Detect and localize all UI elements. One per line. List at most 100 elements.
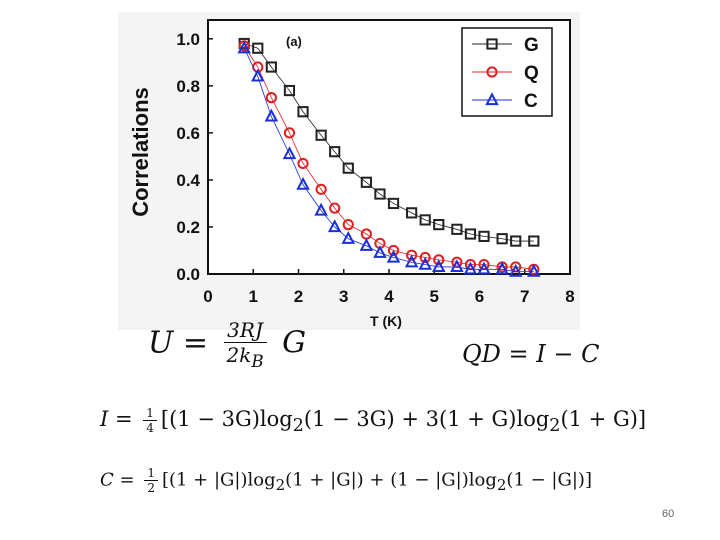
series-line-G — [244, 43, 534, 242]
data-point-C — [296, 176, 310, 190]
correlations-chart: 0.0 0.2 0.4 0.6 0.8 1.0 0 1 2 3 4 5 6 7 8 T (K) Correlat… — [118, 12, 580, 330]
equation-i-fraction: 1 4 — [143, 406, 157, 435]
data-point-C — [418, 256, 432, 270]
y-axis-label: Correlations — [128, 87, 153, 217]
data-point-Q — [406, 249, 418, 261]
data-point-G — [510, 235, 522, 247]
y-tick-label: 0.4 — [176, 171, 200, 190]
data-point-C — [341, 230, 356, 244]
data-point-Q — [283, 127, 296, 139]
data-point-Q — [342, 219, 354, 231]
data-point-C — [495, 261, 509, 275]
x-tick-label: 2 — [294, 287, 303, 306]
data-point-C — [264, 108, 279, 122]
y-tick-label: 0.2 — [176, 218, 200, 237]
equation-u-fraction: 3RJ 2kB — [223, 318, 267, 371]
data-point-G — [406, 207, 418, 219]
data-point-C — [373, 245, 387, 258]
data-point-G — [451, 223, 463, 235]
equation-i-body: [(1 − 3G)log — [160, 407, 293, 431]
equation-i-body-3: (1 + G)] — [560, 407, 647, 431]
data-point-G — [360, 176, 372, 188]
data-point-C — [282, 146, 297, 160]
equation-u: U = 3RJ 2kB G — [148, 318, 306, 371]
legend-marker-G — [486, 38, 498, 50]
data-point-G — [342, 162, 354, 174]
equation-qd: QD = I − C — [462, 340, 600, 368]
equation-c: C = 1 2 [(1 + |G|)log2(1 + |G|) + (1 − |… — [100, 466, 592, 495]
legend-marker-C — [485, 92, 499, 106]
equation-u-numerator: 3RJ — [223, 318, 267, 343]
equation-c-numerator: 1 — [144, 466, 158, 481]
x-tick-label: 4 — [384, 287, 394, 306]
slide-number: 60 — [662, 508, 675, 520]
equation-c-body-2: (1 + |G|) + (1 − |G|)log — [285, 469, 497, 491]
data-point-Q — [419, 251, 431, 264]
data-point-C — [527, 263, 541, 277]
data-point-Q — [265, 92, 277, 104]
x-tick-label: 1 — [249, 287, 258, 306]
data-point-C — [404, 254, 419, 268]
x-axis-label: T (K) — [370, 313, 402, 329]
equation-c-body: [(1 + |G|)log — [161, 469, 276, 491]
equation-c-sub-2: 2 — [496, 476, 507, 495]
data-point-G — [464, 228, 477, 240]
data-point-C — [477, 261, 491, 275]
data-point-Q — [433, 254, 445, 266]
data-point-C — [251, 68, 265, 82]
equation-c-sub-1: 2 — [275, 476, 286, 495]
data-point-C — [450, 259, 464, 273]
data-point-G — [433, 219, 445, 231]
data-point-C — [386, 249, 401, 263]
equation-c-lhs: C = — [100, 469, 135, 491]
data-point-G — [387, 197, 400, 210]
data-point-Q — [329, 202, 341, 214]
data-point-G — [374, 188, 386, 200]
legend-label-G: G — [524, 35, 539, 56]
data-point-G — [528, 235, 540, 247]
data-point-C — [237, 40, 251, 54]
data-point-G — [315, 129, 327, 141]
x-tick-label: 7 — [520, 287, 529, 306]
data-point-G — [419, 214, 431, 226]
y-tick-label: 0.8 — [176, 77, 200, 96]
x-tick-label: 6 — [475, 287, 484, 306]
y-tick-label: 0.6 — [176, 124, 200, 143]
equation-i-sub-1: 2 — [292, 416, 304, 437]
data-point-Q — [387, 244, 400, 257]
data-point-C — [508, 263, 523, 277]
data-point-Q — [315, 183, 327, 195]
data-point-C — [359, 238, 374, 251]
x-tick-label: 3 — [339, 287, 348, 306]
data-point-G — [329, 146, 341, 158]
equation-i: I = 1 4 [(1 − 3G)log2(1 − 3G) + 3(1 + G)… — [100, 406, 646, 436]
data-point-G — [283, 84, 296, 97]
legend-marker-Q — [486, 66, 498, 78]
data-point-G — [297, 106, 309, 118]
equation-i-sub-2: 2 — [549, 416, 561, 437]
data-point-Q — [297, 157, 309, 170]
equation-u-denominator: 2kB — [224, 343, 267, 371]
legend-label-Q: Q — [524, 63, 539, 84]
data-point-C — [327, 219, 342, 233]
x-tick-label: 0 — [203, 287, 212, 306]
equation-u-den-subscript: B — [251, 352, 264, 371]
y-tick-label: 1.0 — [176, 30, 200, 49]
equation-c-denominator: 2 — [147, 481, 155, 495]
data-point-G — [496, 233, 508, 245]
equation-c-body-3: (1 − |G|)] — [506, 469, 592, 491]
equation-u-den-base: 2k — [226, 343, 252, 367]
legend-label-C: C — [524, 91, 538, 112]
data-point-G — [265, 61, 277, 73]
panel-label: (a) — [286, 34, 302, 49]
y-tick-label: 0.0 — [176, 265, 200, 284]
equation-u-lhs: U = — [148, 325, 208, 361]
x-tick-label: 8 — [565, 287, 574, 306]
equation-i-lhs: I = — [100, 407, 133, 431]
equation-u-rhs: G — [282, 325, 307, 361]
chart-svg: 0.0 0.2 0.4 0.6 0.8 1.0 0 1 2 3 4 5 6 7 8 T (K) Correlat… — [128, 19, 575, 329]
data-point-G — [478, 230, 490, 242]
data-point-C — [432, 259, 446, 273]
data-point-C — [463, 261, 478, 275]
equation-i-numerator: 1 — [143, 406, 157, 421]
